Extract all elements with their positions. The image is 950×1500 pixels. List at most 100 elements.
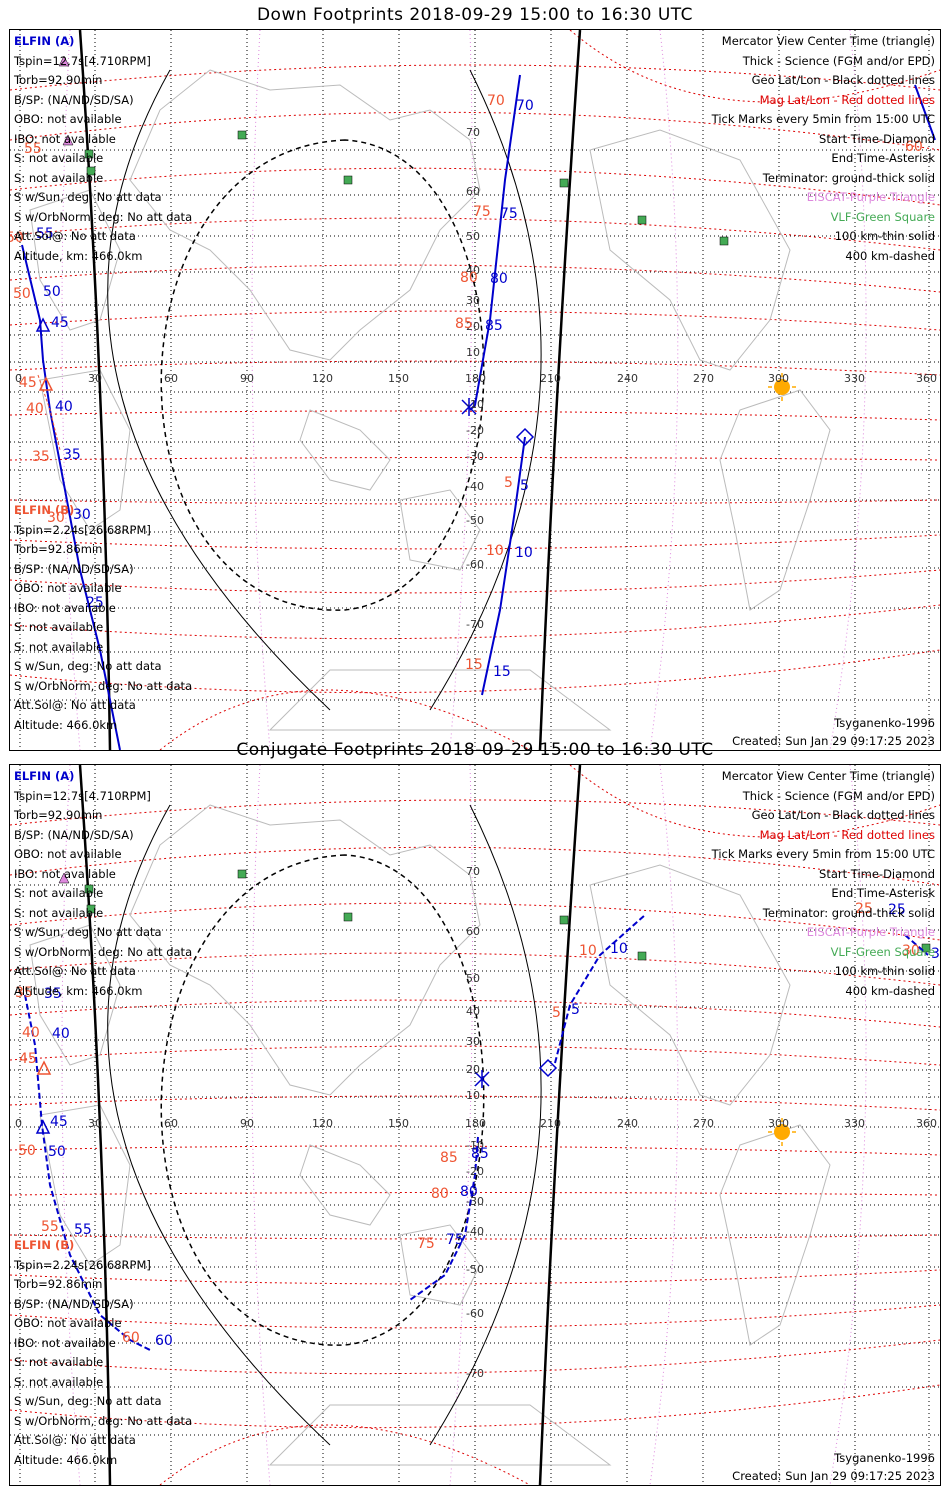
track-label-a: 40 <box>52 1026 70 1042</box>
lon-tick: 210 <box>540 1117 561 1130</box>
legend-start: Start Time-Diamond <box>819 131 935 146</box>
track-label-b: 75 <box>417 1236 435 1252</box>
mag-longitude-lines <box>61 765 867 1485</box>
lat-tick: 20 <box>466 1063 480 1076</box>
track-label-b: 15 <box>465 657 483 673</box>
lat-tick: -50 <box>466 514 484 527</box>
legend-terminator: Terminator: ground-thick solid <box>762 905 935 920</box>
tspin: Tspin=12.7s[4.710RPM] <box>14 53 151 68</box>
footprint-map-down: 0 30 60 90 120 150 180 210 240 270 300 3… <box>10 30 940 750</box>
track-label-a: 80 <box>460 1184 478 1200</box>
lon-tick: 270 <box>693 1117 714 1130</box>
track-label-a: 70 <box>516 98 534 114</box>
legend-eiscat: EISCAT-Purple Triangle <box>806 190 935 204</box>
lat-tick: -70 <box>466 618 484 631</box>
track-label-a: 50 <box>48 1144 66 1160</box>
legend-100km: 100 km-thin solid <box>834 964 935 978</box>
elfin-b-title: ELFIN (B) <box>14 1238 75 1252</box>
track-label-a: 80 <box>490 271 508 287</box>
footprint-map-conjugate: 0 30 60 90 120 150 180 210 240 270 300 3… <box>10 765 940 1485</box>
legend-geo: Geo Lat/Lon - Black dotted lines <box>751 808 935 822</box>
legend: Mercator View Center Time (triangle) Thi… <box>712 767 935 1001</box>
legend-start: Start Time-Diamond <box>819 866 935 881</box>
lon-tick: 240 <box>617 372 638 385</box>
lon-tick: 330 <box>844 1117 865 1130</box>
track-label-b: 10 <box>579 943 597 959</box>
track-label-b: 25 <box>855 901 873 917</box>
track-label-b: 60 <box>122 1330 140 1346</box>
s-sun: S w/Sun, deg: No att data <box>14 190 162 204</box>
legend-geo: Geo Lat/Lon - Black dotted lines <box>751 73 935 87</box>
elfin-b-info: ELFIN (B) Tspin=2.24s[26.68RPM] Torb=92.… <box>14 1236 192 1470</box>
s-sun: S w/Sun, deg: No att data <box>14 1394 162 1408</box>
track-label-b: 45 <box>19 1051 37 1067</box>
lat-tick: 40 <box>466 264 480 277</box>
s-status: S: not available <box>14 886 104 900</box>
att-sol: Att.Sol@: No att data <box>14 964 136 978</box>
track-label-a: 5 <box>520 478 529 494</box>
lon-tick: 60 <box>164 1117 178 1130</box>
ibo: IBO: not available <box>14 131 116 146</box>
lat-tick: -60 <box>466 1307 484 1320</box>
track-label-b: 5 <box>504 475 513 491</box>
track-label-b: 70 <box>487 93 505 109</box>
track-label-b: 80 <box>431 1186 449 1202</box>
lon-tick: 30 <box>88 372 102 385</box>
sun-icon <box>768 1118 796 1146</box>
lon-tick: 210 <box>540 372 561 385</box>
lat-tick: 50 <box>466 230 480 243</box>
bsp: B/SP: (NA/ND/SD/SA) <box>14 827 134 842</box>
legend: Mercator View Center Time (triangle) Thi… <box>712 32 935 266</box>
track-label-a: 45 <box>51 315 69 331</box>
legend-mag: Mag Lat/Lon - Red dotted lines <box>759 92 935 107</box>
track-label-a: 60 <box>155 1333 173 1349</box>
lon-tick: 120 <box>312 372 333 385</box>
legend-thick: Thick - Science (FGM and/or EPD) <box>742 788 935 803</box>
elfin-a-info: ELFIN (A) Tspin=12.7s[4.710RPM] Torb=92.… <box>14 32 192 266</box>
track-label-a: 75 <box>500 206 518 222</box>
torb: Torb=92.86min <box>14 1277 103 1291</box>
track-label-b: 55 <box>41 1219 59 1235</box>
track-label-a: 40 <box>55 399 73 415</box>
track-label-a: 55 <box>36 226 54 242</box>
map-panel-down: 0 30 60 90 120 150 180 210 240 270 300 3… <box>9 29 941 751</box>
track-label-b: 80 <box>460 270 478 286</box>
lat-tick: 10 <box>466 1089 480 1102</box>
s-orbnorm: S w/OrbNorm, deg: No att data <box>14 678 193 693</box>
legend-vlf: VLF-Green Square <box>830 209 935 224</box>
track-label-a: 35 <box>44 986 62 1002</box>
track-label-b: 55 <box>24 141 42 157</box>
lat-tick: 30 <box>466 294 480 307</box>
tspin: Tspin=2.24s[26.68RPM] <box>14 522 151 537</box>
altitude: Altitude: 466.0km <box>14 1452 118 1467</box>
lon-tick: 60 <box>164 372 178 385</box>
s-status: S: not available <box>14 151 104 165</box>
obo: OBO: not available <box>14 581 122 595</box>
elfin-b-title: ELFIN (B) <box>14 503 75 517</box>
track-label-b: 75 <box>473 204 491 220</box>
track-label-b: 45 <box>19 375 37 391</box>
s-status: S: not available <box>14 1374 104 1389</box>
s-orbnorm: S w/OrbNorm, deg: No att data <box>14 944 193 959</box>
end-asterisk-icon <box>474 1070 490 1088</box>
lat-tick: -20 <box>466 1165 484 1178</box>
s-sun: S w/Sun, deg: No att data <box>14 659 162 673</box>
mag-grid <box>10 765 940 1485</box>
torb: Torb=92.90min <box>14 73 103 87</box>
track-label-b: 35 <box>15 985 33 1001</box>
lon-tick: 240 <box>617 1117 638 1130</box>
elfin-a-title: ELFIN (A) <box>14 769 75 783</box>
lon-tick: 180 <box>465 372 486 385</box>
lat-tick: 70 <box>466 865 480 878</box>
obo: OBO: not available <box>14 847 122 861</box>
s-status: S: not available <box>14 639 104 654</box>
bsp: B/SP: (NA/ND/SD/SA) <box>14 92 134 107</box>
lon-tick: 30 <box>88 1117 102 1130</box>
legend-100km: 100 km-thin solid <box>834 229 935 243</box>
track-label-a: 35 <box>63 447 81 463</box>
lat-tick: -30 <box>466 1195 484 1208</box>
coastlines <box>29 69 831 731</box>
elfin-a-track <box>24 914 929 1351</box>
track-label-a: 30 <box>931 946 940 962</box>
lat-tick: -10 <box>466 398 484 411</box>
